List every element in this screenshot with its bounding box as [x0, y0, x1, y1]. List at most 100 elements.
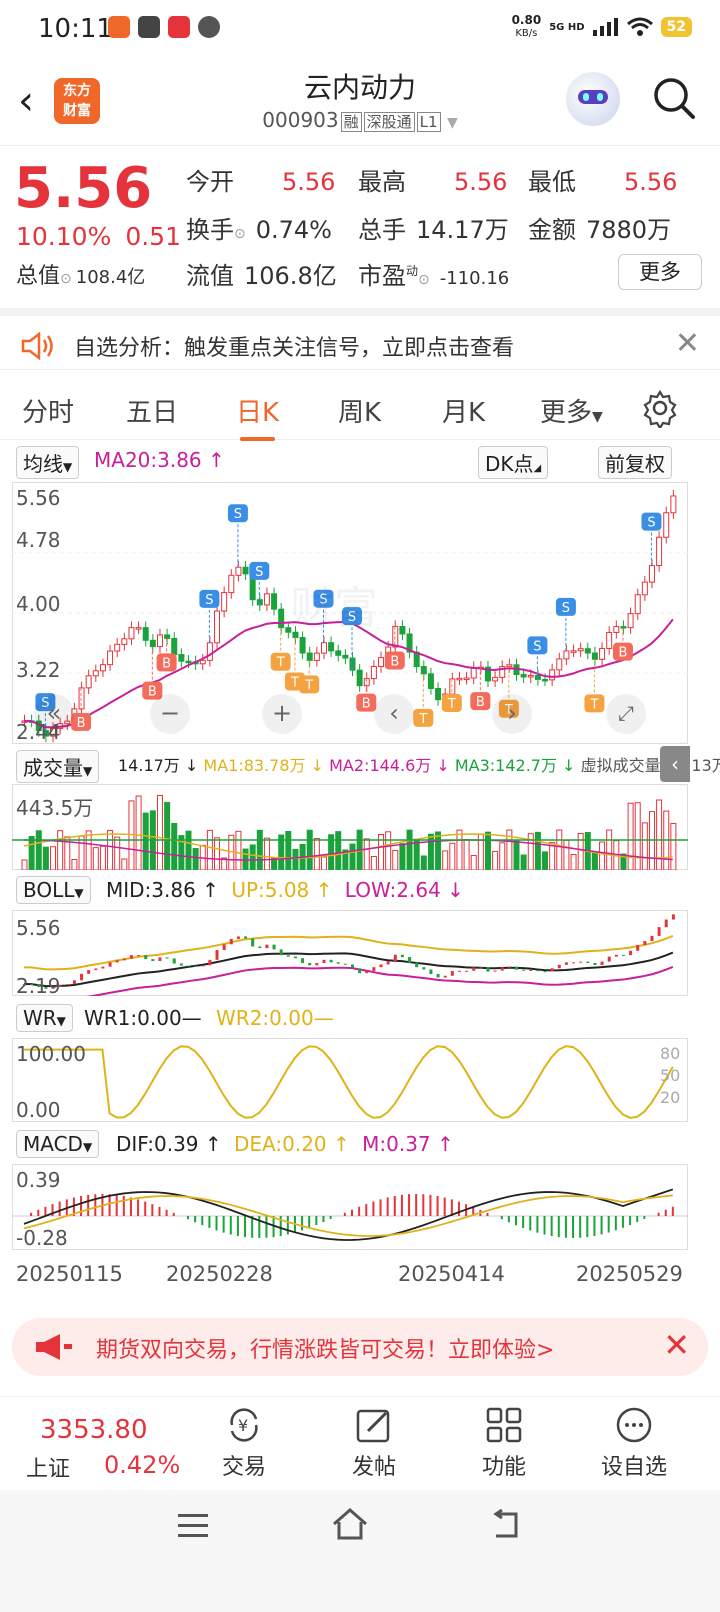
candle-body — [64, 720, 71, 725]
boll-candle — [629, 950, 633, 956]
tab-more[interactable]: 更多▼ — [540, 392, 603, 429]
stock-subtitle[interactable]: 000903 融深股通 L1 ▼ — [0, 108, 720, 132]
signal-marker-text: S — [348, 610, 356, 625]
boll-candle — [386, 961, 390, 965]
wifi-icon — [626, 17, 653, 36]
volume-bar — [78, 835, 85, 870]
info-icon[interactable]: ⊙ — [418, 272, 430, 288]
volume-bar — [156, 794, 163, 870]
gear-icon[interactable] — [640, 388, 680, 428]
info-icon[interactable]: ⊙ — [234, 226, 246, 242]
signal-marker — [313, 589, 334, 608]
volume-bar — [420, 855, 427, 870]
volume-dropdown[interactable]: 成交量▼ — [16, 750, 100, 783]
boll-bottom-label: 2.19 — [16, 974, 61, 998]
more-quote-button[interactable]: 更多 — [618, 254, 702, 290]
tab-intraday[interactable]: 分时 — [22, 398, 75, 428]
assistant-robot-icon[interactable] — [566, 72, 620, 126]
info-icon[interactable]: ⊙ — [60, 271, 72, 287]
margin-tag: 融 — [340, 112, 362, 132]
post-button[interactable]: 发帖 — [324, 1397, 424, 1481]
home-icon[interactable] — [330, 1506, 370, 1542]
boll-dropdown[interactable]: BOLL▼ — [16, 876, 91, 904]
adjustment-button[interactable]: 前复权 — [598, 446, 672, 479]
tab-five-day[interactable]: 五日 — [126, 398, 179, 428]
close-icon[interactable]: ✕ — [663, 1326, 690, 1364]
signal-marker-text: B — [618, 646, 627, 661]
collapse-arrow-button[interactable]: ‹ — [660, 746, 690, 782]
candle-body — [641, 581, 648, 596]
futures-promo-banner[interactable]: 期货双向交易，行情涨跌皆可交易！立即体验> ✕ — [12, 1318, 708, 1376]
volume-bar — [392, 849, 399, 870]
candle-body — [235, 566, 242, 576]
boll-candle — [365, 970, 369, 974]
volume-bar — [278, 834, 285, 870]
caret-down-icon: ▼ — [74, 886, 84, 900]
candle-body — [670, 495, 677, 514]
volume-max-label: 443.5万 — [16, 796, 94, 820]
volume-bar — [114, 836, 121, 870]
amount-value: 7880万 — [586, 216, 672, 244]
volume-bar — [92, 847, 99, 870]
tab-weekly-k[interactable]: 周K — [338, 398, 382, 428]
boll-candle — [450, 971, 454, 976]
shop-notification-icon — [168, 16, 190, 38]
macd-dea-line — [23, 1194, 673, 1237]
zoom-out-button[interactable]: − — [150, 694, 190, 734]
pe-dynamic-mark: 动 — [406, 264, 419, 278]
volume-bar — [506, 829, 513, 870]
signal-marker-text: S — [647, 516, 655, 531]
fullscreen-icon[interactable]: ⤢ — [606, 694, 646, 734]
boll-candle — [443, 975, 447, 978]
boll-candle — [671, 914, 675, 920]
step-right-button[interactable]: › — [492, 694, 532, 734]
candle-body — [456, 677, 463, 681]
candle-body — [549, 669, 556, 681]
tab-monthly-k[interactable]: 月K — [442, 398, 486, 428]
index-ticker[interactable]: 3353.80 上证 0.42% — [0, 1397, 200, 1489]
menu-icon[interactable] — [176, 1510, 212, 1540]
volume-bar — [442, 850, 449, 870]
volume-bar — [363, 838, 370, 870]
back-icon[interactable]: ‹ — [18, 78, 34, 124]
step-left-button[interactable]: ‹ — [374, 694, 414, 734]
date-label: 20250115 — [16, 1262, 123, 1286]
signal-marker — [384, 651, 405, 670]
boll-candle — [393, 954, 397, 962]
signal-marker-text: T — [418, 712, 427, 727]
candle-body — [263, 593, 270, 606]
ma-dropdown[interactable]: 均线▼ — [16, 446, 80, 479]
zoom-in-button[interactable]: + — [262, 694, 302, 734]
search-icon[interactable] — [652, 76, 696, 120]
candle-body — [313, 652, 320, 661]
level-tag: L1 — [416, 112, 441, 132]
add-watchlist-button[interactable]: 设自选 — [584, 1397, 684, 1481]
scroll-left-button[interactable]: « — [34, 694, 74, 734]
signal-marker-text: S — [234, 507, 242, 522]
notice-bar[interactable]: 自选分析：触发重点关注信号，立即点击查看 ✕ — [0, 308, 720, 370]
wr-dropdown[interactable]: WR▼ — [16, 1004, 73, 1032]
low-value: 5.56 — [624, 168, 678, 196]
signal-marker-text: T — [304, 678, 313, 693]
close-icon[interactable]: ✕ — [674, 326, 700, 361]
tab-daily-k[interactable]: 日K — [236, 392, 279, 441]
function-button[interactable]: 功能 — [454, 1397, 554, 1481]
candle-body — [427, 673, 434, 689]
boll-up-line — [23, 934, 674, 971]
volume-bar — [306, 829, 313, 870]
macd-dropdown[interactable]: MACD▼ — [16, 1130, 100, 1158]
boll-candle — [329, 959, 333, 963]
candle-body — [185, 660, 192, 664]
app-logo[interactable]: 东方 财富 — [54, 78, 100, 124]
boll-candle — [44, 987, 48, 989]
trade-button[interactable]: ¥ 交易 — [194, 1397, 294, 1481]
volume-bar — [670, 822, 677, 870]
float-cap-label: 流值 — [186, 262, 234, 290]
dk-point-button[interactable]: DK点◢ — [478, 446, 549, 479]
wechat-notification-icon — [198, 16, 220, 38]
dk-chip-label: DK点 — [485, 452, 534, 476]
volume-bar — [435, 831, 442, 870]
back-nav-icon[interactable] — [488, 1508, 524, 1542]
